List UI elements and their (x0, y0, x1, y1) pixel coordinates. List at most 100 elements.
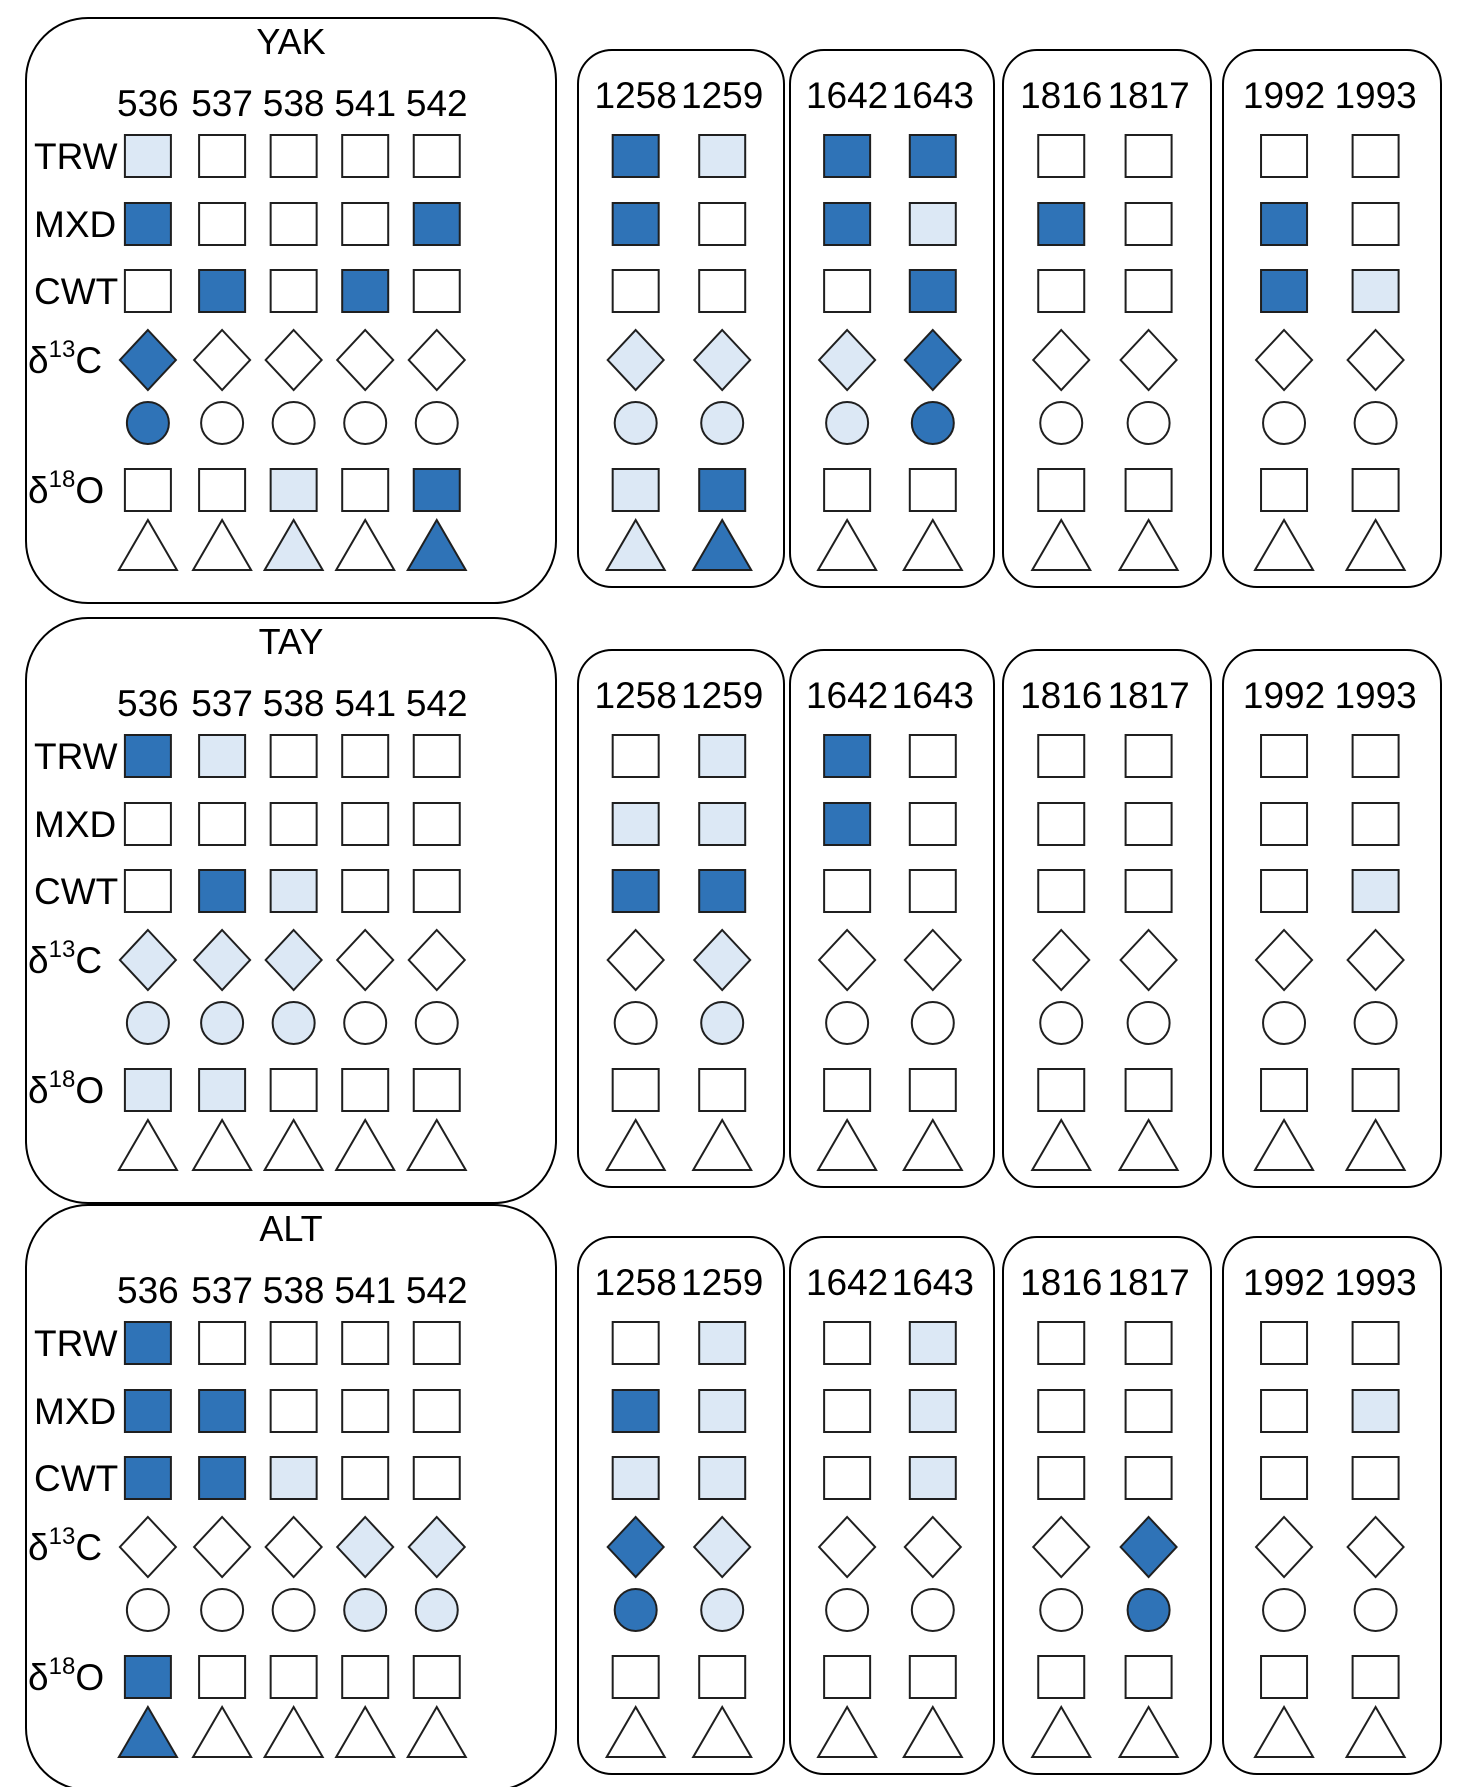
year-label-538: 538 (263, 1270, 325, 1311)
year-group-1642-1643: 1642 1643 (789, 1236, 995, 1775)
circle-marker-1992 (1262, 401, 1307, 445)
diamond-marker-1992 (1254, 1515, 1314, 1579)
square-marker-1816 (1037, 468, 1086, 512)
diamond-marker-1259 (692, 1515, 752, 1579)
year-group-1816-1817: 1816 1817 (1002, 649, 1212, 1188)
triangle-marker-542 (406, 1118, 468, 1171)
triangle-marker-1993 (1344, 1705, 1407, 1758)
square-marker-536 (123, 468, 172, 512)
diamond-marker-1642 (817, 1515, 877, 1579)
panel-border (577, 1236, 785, 1775)
panel-border (577, 649, 785, 1188)
diamond-marker-541 (335, 1515, 395, 1579)
circle-marker-1643 (910, 401, 955, 445)
row-label-CWT: CWT (34, 1458, 118, 1499)
square-marker-537 (198, 468, 247, 512)
square-marker-1993 (1351, 734, 1400, 778)
panel-border (25, 1204, 557, 1787)
square-marker-1642 (823, 1321, 872, 1365)
square-marker-1258 (611, 134, 660, 178)
year-label-1258: 1258 (595, 1262, 677, 1303)
square-marker-1817 (1124, 1321, 1173, 1365)
diamond-marker-1642 (817, 928, 877, 992)
square-marker-1817 (1124, 869, 1173, 913)
square-marker-1817 (1124, 269, 1173, 313)
triangle-marker-536 (117, 518, 179, 571)
year-label-1817: 1817 (1107, 675, 1189, 716)
year-label-1993: 1993 (1334, 675, 1416, 716)
circle-marker-1817 (1126, 1588, 1171, 1632)
triangle-marker-537 (191, 518, 253, 571)
square-marker-541 (341, 468, 390, 512)
square-marker-1817 (1124, 1068, 1173, 1112)
square-marker-538 (269, 734, 318, 778)
square-marker-541 (341, 869, 390, 913)
square-marker-1642 (823, 269, 872, 313)
square-marker-537 (198, 1389, 247, 1433)
square-marker-541 (341, 1389, 390, 1433)
year-group-1258-1259: 1258 1259 (577, 1236, 785, 1775)
square-marker-1992 (1260, 269, 1309, 313)
diamond-marker-1816 (1031, 928, 1091, 992)
square-marker-541 (341, 1655, 390, 1699)
diamond-marker-1258 (606, 928, 666, 992)
triangle-marker-537 (191, 1118, 253, 1171)
square-marker-1643 (908, 1321, 957, 1365)
square-marker-1817 (1124, 468, 1173, 512)
square-marker-538 (269, 134, 318, 178)
triangle-marker-1259 (691, 1705, 753, 1758)
diamond-marker-537 (192, 328, 252, 392)
triangle-marker-1643 (902, 518, 964, 571)
square-marker-1993 (1351, 1389, 1400, 1433)
triangle-marker-542 (406, 518, 468, 571)
square-marker-1642 (823, 468, 872, 512)
year-label-1817: 1817 (1107, 1262, 1189, 1303)
circle-marker-541 (343, 1588, 388, 1632)
square-marker-538 (269, 1456, 318, 1500)
square-marker-536 (123, 1321, 172, 1365)
circle-marker-538 (271, 1001, 316, 1045)
site-title: TAY (259, 621, 324, 662)
year-label-1817: 1817 (1107, 75, 1189, 116)
circle-marker-1992 (1262, 1588, 1307, 1632)
year-label-536: 536 (117, 83, 179, 124)
triangle-marker-1992 (1253, 1705, 1315, 1758)
panel-border (25, 617, 557, 1204)
year-label-1643: 1643 (892, 75, 974, 116)
circle-marker-1259 (700, 1588, 745, 1632)
year-label-538: 538 (263, 683, 325, 724)
square-marker-1816 (1037, 134, 1086, 178)
square-marker-1993 (1351, 869, 1400, 913)
year-group-1992-1993: 1992 1993 (1222, 1236, 1442, 1775)
triangle-marker-1816 (1030, 1118, 1092, 1171)
year-group-1258-1259: 1258 1259 (577, 49, 785, 588)
square-marker-1816 (1037, 802, 1086, 846)
triangle-marker-1816 (1030, 518, 1092, 571)
square-marker-1642 (823, 1456, 872, 1500)
square-marker-542 (412, 869, 461, 913)
square-marker-541 (341, 134, 390, 178)
circle-marker-1817 (1126, 401, 1171, 445)
square-marker-1816 (1037, 1456, 1086, 1500)
diamond-marker-541 (335, 328, 395, 392)
square-marker-538 (269, 802, 318, 846)
square-marker-1258 (611, 202, 660, 246)
diamond-marker-1993 (1346, 328, 1405, 392)
square-marker-1643 (908, 202, 957, 246)
square-marker-541 (341, 1321, 390, 1365)
square-marker-1258 (611, 1321, 660, 1365)
triangle-marker-1642 (816, 1705, 878, 1758)
panel-border (1222, 49, 1442, 588)
square-marker-538 (269, 869, 318, 913)
square-marker-1993 (1351, 1321, 1400, 1365)
triangle-marker-1643 (902, 1705, 964, 1758)
row-label-δ13C: δ13C (28, 1523, 102, 1568)
circle-marker-1258 (613, 401, 658, 445)
triangle-marker-537 (191, 1705, 253, 1758)
square-marker-1816 (1037, 202, 1086, 246)
triangle-marker-541 (334, 1118, 396, 1171)
square-marker-1816 (1037, 269, 1086, 313)
